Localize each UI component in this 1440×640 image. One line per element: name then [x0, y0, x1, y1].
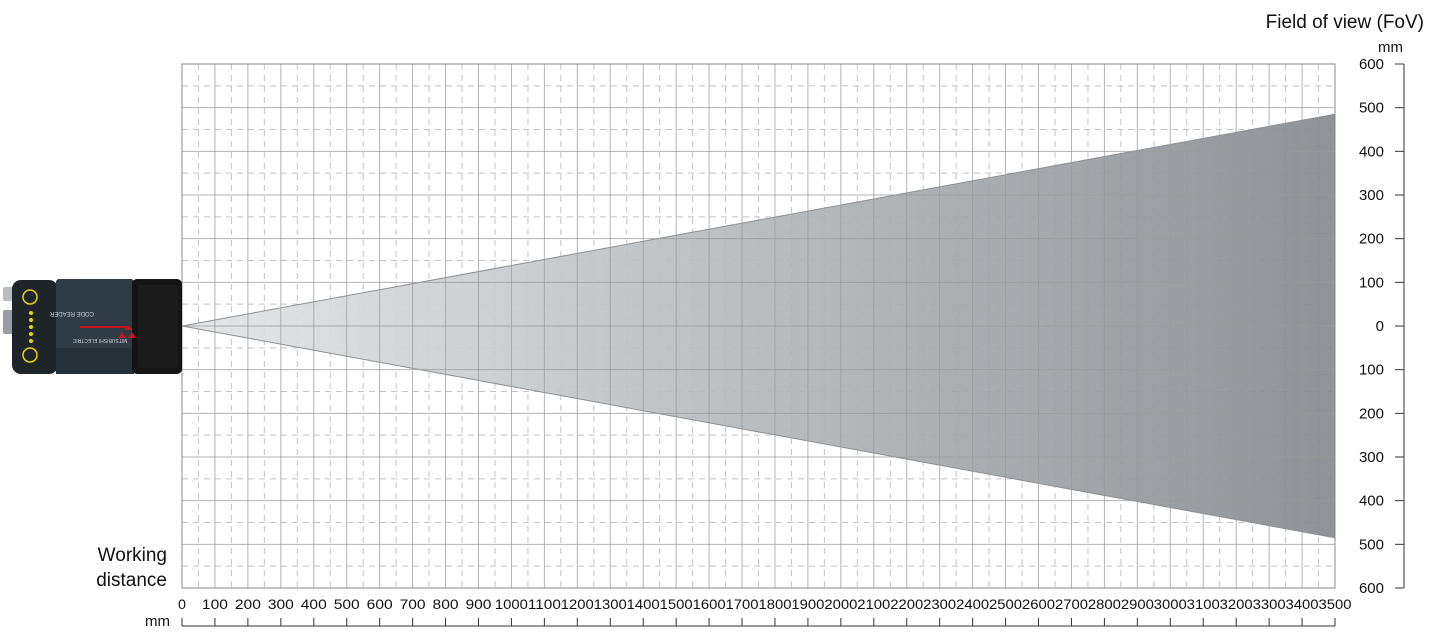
x-tick-label: 1000 — [495, 597, 528, 612]
x-tick-label: 2900 — [1121, 597, 1154, 612]
x-tick-label: 400 — [301, 597, 327, 612]
x-tick-label: 3200 — [1220, 597, 1253, 612]
x-axis-unit: mm — [145, 613, 170, 630]
x-tick-label: 2700 — [1055, 597, 1088, 612]
device-led-icon — [29, 318, 33, 322]
x-tick-label: 1900 — [791, 597, 824, 612]
x-axis-title-line-1: Working — [98, 545, 167, 566]
x-tick-label: 0 — [178, 597, 186, 612]
x-tick-label: 3300 — [1253, 597, 1286, 612]
y-tick-label: 400 — [1359, 493, 1384, 510]
x-tick-label: 1200 — [561, 597, 594, 612]
x-tick-label: 200 — [235, 597, 261, 612]
device-led-icon — [29, 325, 33, 329]
y-tick-label: 400 — [1359, 143, 1384, 160]
x-tick-label: 2300 — [923, 597, 956, 612]
x-tick-label: 1700 — [726, 597, 759, 612]
x-tick-label: 3100 — [1187, 597, 1220, 612]
y-tick-label: 200 — [1359, 405, 1384, 422]
y-tick-label: 500 — [1359, 100, 1384, 117]
x-tick-label: 3400 — [1286, 597, 1319, 612]
x-tick-label: 1300 — [594, 597, 627, 612]
device-button-top-icon — [22, 289, 38, 305]
x-axis: 0 100 200 300 400 500 600 700 800 900 1000 1100 1200… — [178, 597, 1352, 627]
x-tick-label: 1400 — [627, 597, 660, 612]
code-reader-device: CODE READER MITSUBISHI ELECTRIC — [3, 279, 182, 374]
device-led-icon — [29, 311, 33, 315]
device-product-name: CODE READER — [49, 310, 94, 316]
x-tick-label: 2200 — [890, 597, 923, 612]
y-tick-label: 600 — [1359, 56, 1384, 73]
device-button-bottom-icon — [22, 347, 38, 363]
fov-cone-upper-edge — [181, 113, 1336, 327]
x-axis-title-line-2: distance — [96, 570, 167, 591]
y-tick-label: 300 — [1359, 187, 1384, 204]
x-tick-label: 2100 — [857, 597, 890, 612]
y-axis-unit: mm — [1378, 39, 1403, 56]
y-axis: 600 500 400 300 200 100 0 100 200 300 400 500 600 — [1359, 56, 1405, 597]
x-tick-label: 100 — [202, 597, 228, 612]
y-tick-label: 200 — [1359, 231, 1384, 248]
x-tick-label: 2600 — [1022, 597, 1055, 612]
y-tick-label: 0 — [1376, 318, 1384, 335]
x-tick-label: 2000 — [824, 597, 857, 612]
x-tick-label: 500 — [334, 597, 360, 612]
device-body-shade — [56, 348, 134, 374]
device-endcap — [12, 280, 58, 374]
device-brand-name: MITSUBISHI ELECTRIC — [72, 337, 127, 343]
x-tick-label: 1800 — [758, 597, 791, 612]
y-tick-label: 500 — [1359, 536, 1384, 553]
x-tick-label: 900 — [465, 597, 491, 612]
x-tick-label: 1100 — [528, 597, 561, 612]
mitsubishi-logo-icon — [118, 325, 136, 338]
y-tick-label: 600 — [1359, 580, 1384, 597]
fov-cone-lower-edge — [181, 325, 1336, 539]
x-tick-label: 700 — [400, 597, 426, 612]
x-tick-label: 2800 — [1088, 597, 1121, 612]
device-red-stripe — [80, 326, 130, 328]
x-tick-label: 600 — [367, 597, 393, 612]
y-tick-label: 300 — [1359, 449, 1384, 466]
device-led-icon — [29, 339, 33, 343]
y-axis-title: Field of view (FoV) — [1266, 12, 1424, 33]
x-tick-label: 1600 — [693, 597, 726, 612]
device-status-leds — [29, 311, 33, 343]
x-tick-label: 1500 — [660, 597, 693, 612]
x-tick-label: 3000 — [1154, 597, 1187, 612]
x-tick-label: 3500 — [1319, 597, 1352, 612]
y-tick-label: 100 — [1359, 274, 1384, 291]
device-led-icon — [29, 332, 33, 336]
device-lens-texture — [138, 285, 178, 368]
x-tick-label: 300 — [268, 597, 294, 612]
x-tick-label: 2500 — [989, 597, 1022, 612]
y-tick-label: 100 — [1359, 362, 1384, 379]
x-tick-label: 800 — [433, 597, 459, 612]
x-tick-label: 2400 — [956, 597, 989, 612]
